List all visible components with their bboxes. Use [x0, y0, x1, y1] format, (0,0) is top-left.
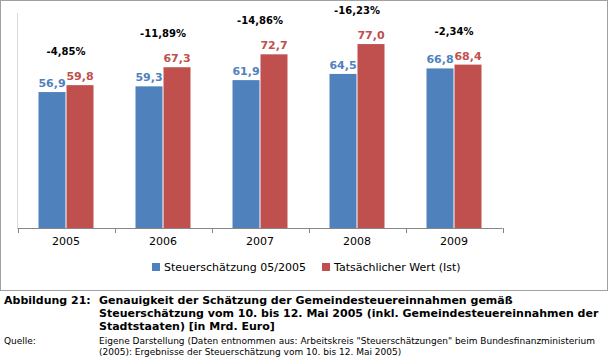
- y-axis-line: [17, 13, 18, 228]
- x-tick-label: 2007: [246, 235, 274, 248]
- lab: Quelle:: [4, 336, 99, 358]
- bar: [261, 54, 288, 228]
- annotation: -14,86%: [237, 15, 283, 26]
- x-tick-label: 2006: [149, 235, 177, 248]
- row: Abbildung 21:Genauigkeit der Schätzung d…: [4, 294, 604, 333]
- bar: [427, 68, 454, 228]
- bar: [358, 44, 385, 228]
- x-tick-sep: [212, 228, 213, 233]
- legend-label: Steuerschätzung 05/2005: [164, 261, 306, 274]
- bar: [164, 67, 191, 228]
- data-label: 72,7: [260, 39, 287, 52]
- annotation: -2,34%: [435, 26, 474, 37]
- x-tick-sep: [18, 228, 19, 233]
- x-tick-label: 2005: [52, 235, 80, 248]
- txt: Eigene Darstellung (Daten entnommen aus:…: [99, 336, 604, 358]
- legend-label: Tatsächlicher Wert (Ist): [333, 261, 461, 274]
- data-label: 68,4: [454, 50, 481, 63]
- bar: [330, 74, 357, 228]
- row: Quelle:Eigene Darstellung (Daten entnomm…: [4, 336, 604, 358]
- bar: [233, 80, 260, 228]
- chart-frame: [1, 1, 608, 291]
- data-label: 59,8: [66, 70, 93, 83]
- x-tick-label: 2008: [343, 235, 371, 248]
- caption: Abbildung 21:Genauigkeit der Schätzung d…: [4, 294, 604, 358]
- data-label: 56,9: [38, 77, 65, 90]
- data-label: 77,0: [357, 29, 384, 42]
- legend-swatch: [322, 263, 330, 271]
- data-label: 67,3: [163, 52, 190, 65]
- x-tick-sep: [503, 228, 504, 233]
- legend-swatch: [152, 263, 160, 271]
- x-tick-sep: [115, 228, 116, 233]
- bar: [39, 92, 66, 228]
- bar: [136, 86, 163, 228]
- data-label: 59,3: [135, 71, 162, 84]
- data-label: 66,8: [426, 53, 453, 66]
- data-label: 61,9: [232, 65, 259, 78]
- x-tick-sep: [309, 228, 310, 233]
- annotation: -4,85%: [47, 46, 86, 57]
- txt: Genauigkeit der Schätzung der Gemeindest…: [99, 294, 604, 333]
- lab: Abbildung 21:: [4, 294, 99, 333]
- annotation: -16,23%: [334, 5, 380, 16]
- bar: [67, 85, 94, 228]
- annotation: -11,89%: [140, 28, 186, 39]
- bars: [39, 44, 482, 228]
- bar: [455, 65, 482, 228]
- x-tick-label: 2009: [440, 235, 468, 248]
- x-axis-line: [18, 228, 503, 229]
- data-label: 64,5: [329, 59, 356, 72]
- x-tick-sep: [406, 228, 407, 233]
